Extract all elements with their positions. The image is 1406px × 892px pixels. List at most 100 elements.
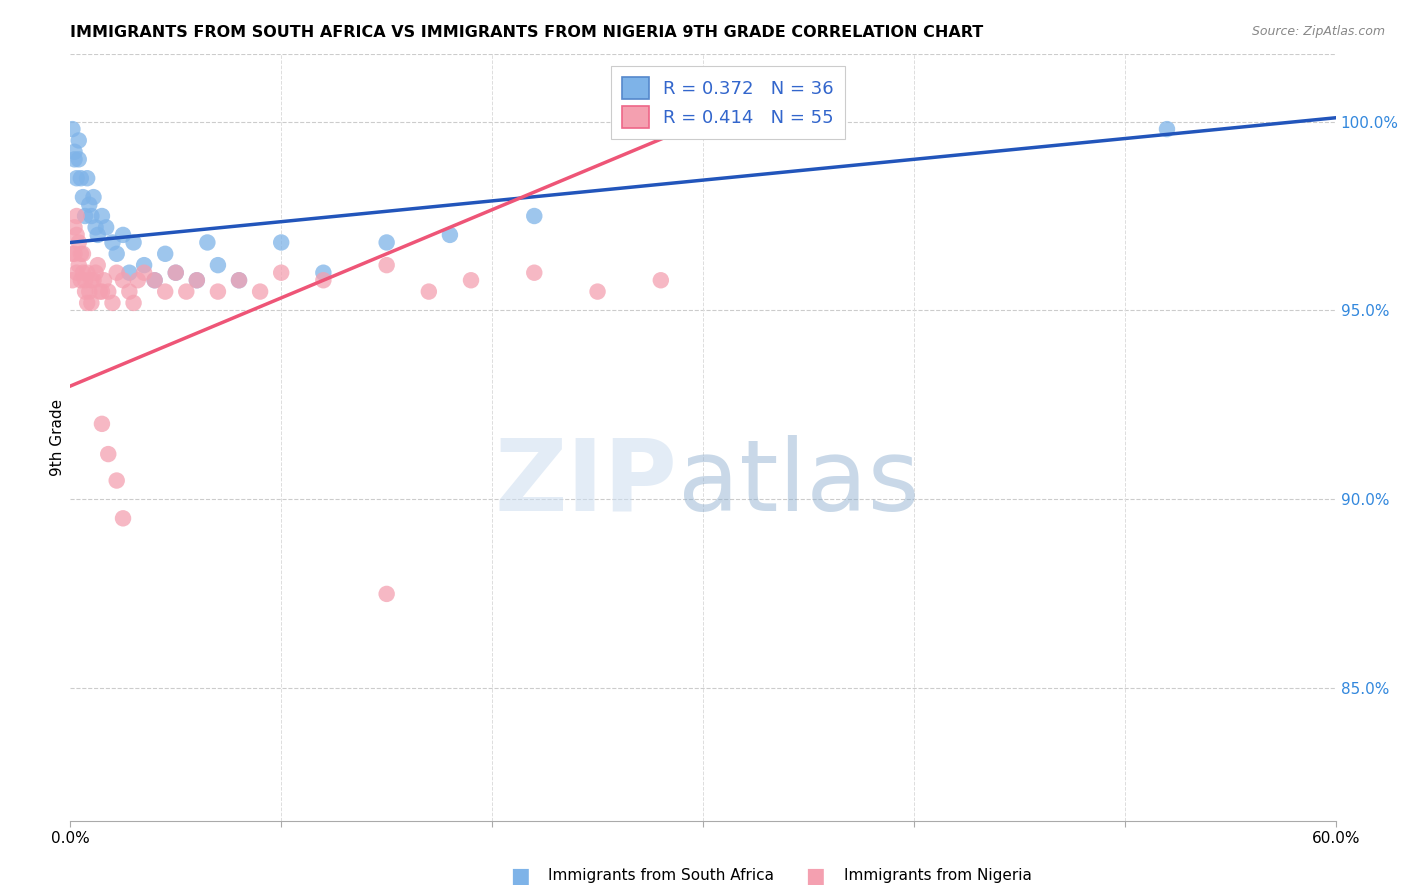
Point — [132, 258, 156, 272]
Point — [105, 474, 128, 488]
Point — [523, 209, 546, 223]
Point — [63, 145, 86, 159]
Point — [63, 153, 86, 167]
Text: Source: ZipAtlas.com: Source: ZipAtlas.com — [1251, 25, 1385, 38]
Point — [132, 266, 156, 280]
Text: ■: ■ — [806, 866, 825, 886]
Point — [143, 273, 166, 287]
Point — [127, 273, 149, 287]
Point — [82, 273, 105, 287]
Point — [67, 235, 90, 250]
Point — [76, 296, 98, 310]
Point — [70, 273, 93, 287]
Point — [87, 258, 110, 272]
Point — [439, 227, 461, 242]
Legend: R = 0.372   N = 36, R = 0.414   N = 55: R = 0.372 N = 36, R = 0.414 N = 55 — [610, 66, 845, 139]
Point — [155, 285, 177, 299]
Point — [90, 285, 114, 299]
Point — [375, 587, 398, 601]
Point — [65, 209, 87, 223]
Point — [89, 285, 111, 299]
Point — [118, 266, 141, 280]
Point — [67, 258, 90, 272]
Point — [72, 247, 94, 261]
Y-axis label: 9th Grade: 9th Grade — [49, 399, 65, 475]
Point — [80, 273, 103, 287]
Point — [197, 235, 219, 250]
Point — [93, 273, 115, 287]
Point — [80, 209, 103, 223]
Point — [155, 247, 177, 261]
Point — [105, 266, 128, 280]
Point — [67, 153, 90, 167]
Point — [375, 258, 398, 272]
Point — [82, 190, 105, 204]
Text: Immigrants from Nigeria: Immigrants from Nigeria — [844, 869, 1032, 883]
Point — [165, 266, 187, 280]
Point — [76, 171, 98, 186]
Point — [67, 133, 90, 147]
Point — [72, 266, 94, 280]
Point — [650, 273, 672, 287]
Point — [165, 266, 187, 280]
Point — [87, 227, 110, 242]
Point — [523, 266, 546, 280]
Point — [97, 447, 120, 461]
Text: Immigrants from South Africa: Immigrants from South Africa — [548, 869, 775, 883]
Point — [143, 273, 166, 287]
Point — [65, 227, 87, 242]
Point — [207, 258, 229, 272]
Point — [62, 122, 84, 136]
Point — [75, 285, 96, 299]
Point — [270, 235, 292, 250]
Point — [90, 209, 114, 223]
Point — [65, 171, 87, 186]
Point — [79, 197, 101, 211]
Point — [101, 296, 124, 310]
Point — [76, 266, 98, 280]
Point — [63, 247, 86, 261]
Point — [112, 511, 135, 525]
Point — [270, 266, 292, 280]
Point — [586, 285, 609, 299]
Point — [79, 285, 101, 299]
Point — [75, 209, 96, 223]
Point — [75, 273, 96, 287]
Point — [105, 247, 128, 261]
Point — [97, 285, 120, 299]
Point — [70, 247, 93, 261]
Point — [112, 227, 135, 242]
Point — [122, 296, 145, 310]
Text: IMMIGRANTS FROM SOUTH AFRICA VS IMMIGRANTS FROM NIGERIA 9TH GRADE CORRELATION CH: IMMIGRANTS FROM SOUTH AFRICA VS IMMIGRAN… — [70, 25, 984, 40]
Point — [70, 171, 93, 186]
Point — [84, 220, 107, 235]
Point — [207, 285, 229, 299]
Point — [62, 273, 84, 287]
Text: ZIP: ZIP — [495, 434, 678, 532]
Text: atlas: atlas — [678, 434, 920, 532]
Point — [80, 296, 103, 310]
Point — [84, 266, 107, 280]
Point — [312, 266, 335, 280]
Point — [72, 190, 94, 204]
Point — [96, 220, 118, 235]
Point — [312, 273, 335, 287]
Point — [90, 417, 114, 431]
Point — [1156, 122, 1178, 136]
Text: ■: ■ — [510, 866, 530, 886]
Point — [460, 273, 482, 287]
Point — [228, 273, 250, 287]
Point — [112, 273, 135, 287]
Point — [101, 235, 124, 250]
Point — [186, 273, 208, 287]
Point — [174, 285, 197, 299]
Point — [249, 285, 271, 299]
Point — [65, 266, 87, 280]
Point — [118, 285, 141, 299]
Point — [418, 285, 440, 299]
Point — [186, 273, 208, 287]
Point — [122, 235, 145, 250]
Point — [63, 220, 86, 235]
Point — [228, 273, 250, 287]
Point — [375, 235, 398, 250]
